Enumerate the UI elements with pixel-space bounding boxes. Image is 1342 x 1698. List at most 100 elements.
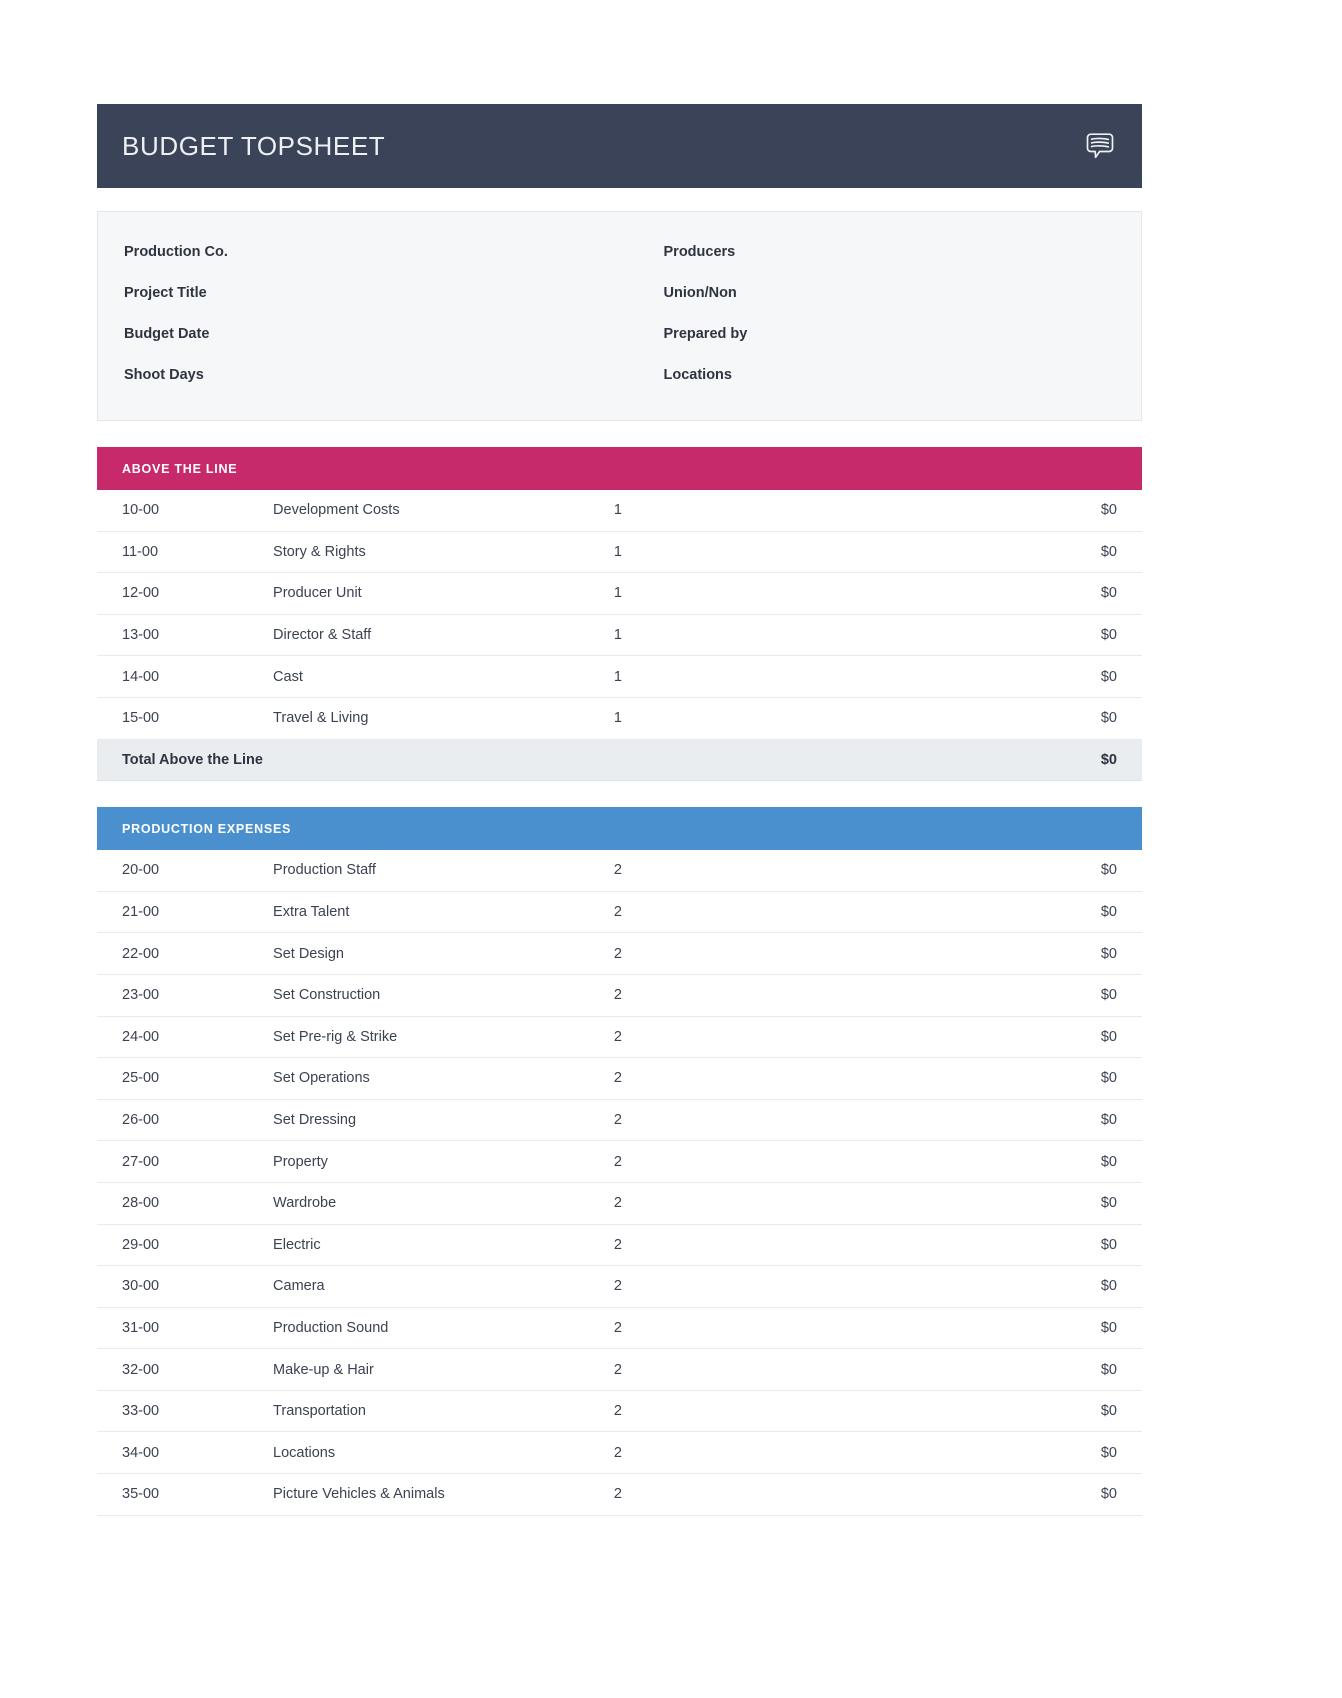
info-label-budget-date: Budget Date bbox=[124, 326, 210, 342]
table-row[interactable]: 26-00 Set Dressing 2 $0 bbox=[97, 1100, 1142, 1142]
row-description: Make-up & Hair bbox=[273, 1361, 374, 1378]
total-row-above-the-line: Total Above the Line $0 bbox=[97, 739, 1142, 782]
row-quantity: 2 bbox=[613, 1444, 622, 1461]
row-amount: $0 bbox=[1100, 1112, 1117, 1129]
row-code: 33-00 bbox=[122, 1403, 160, 1420]
table-row[interactable]: 23-00 Set Construction 2 $0 bbox=[97, 975, 1142, 1017]
section-band-label: PRODUCTION EXPENSES bbox=[122, 821, 292, 836]
row-amount: $0 bbox=[1100, 1236, 1117, 1253]
row-description: Picture Vehicles & Animals bbox=[273, 1486, 445, 1503]
row-description: Cast bbox=[273, 668, 303, 685]
table-row[interactable]: 30-00 Camera 2 $0 bbox=[97, 1266, 1142, 1308]
row-code: 12-00 bbox=[122, 585, 160, 602]
row-quantity: 2 bbox=[613, 1486, 622, 1503]
row-description: Set Pre-rig & Strike bbox=[273, 1028, 398, 1045]
row-amount: $0 bbox=[1100, 543, 1117, 560]
row-code: 25-00 bbox=[122, 1070, 160, 1087]
row-code: 30-00 bbox=[122, 1278, 160, 1295]
table-row[interactable]: 13-00 Director & Staff 1 $0 bbox=[97, 615, 1142, 657]
row-quantity: 1 bbox=[613, 627, 622, 644]
row-code: 32-00 bbox=[122, 1361, 160, 1378]
row-quantity: 2 bbox=[613, 862, 622, 879]
row-amount: $0 bbox=[1100, 987, 1117, 1004]
table-row[interactable]: 14-00 Cast 1 $0 bbox=[97, 656, 1142, 698]
row-quantity: 2 bbox=[613, 1236, 622, 1253]
table-row[interactable]: 10-00 Development Costs 1 $0 bbox=[97, 490, 1142, 532]
row-description: Transportation bbox=[273, 1403, 367, 1420]
table-row[interactable]: 24-00 Set Pre-rig & Strike 2 $0 bbox=[97, 1017, 1142, 1059]
table-row[interactable]: 35-00 Picture Vehicles & Animals 2 $0 bbox=[97, 1474, 1142, 1516]
row-quantity: 1 bbox=[613, 668, 622, 685]
row-code: 13-00 bbox=[122, 627, 160, 644]
table-row[interactable]: 12-00 Producer Unit 1 $0 bbox=[97, 573, 1142, 615]
info-label-locations: Locations bbox=[663, 367, 732, 383]
row-description: Set Construction bbox=[273, 987, 381, 1004]
row-code: 20-00 bbox=[122, 862, 160, 879]
table-row[interactable]: 29-00 Electric 2 $0 bbox=[97, 1225, 1142, 1267]
row-quantity: 1 bbox=[613, 585, 622, 602]
row-quantity: 2 bbox=[613, 1361, 622, 1378]
row-code: 10-00 bbox=[122, 502, 160, 519]
table-row[interactable]: 31-00 Production Sound 2 $0 bbox=[97, 1308, 1142, 1350]
info-label-producers: Producers bbox=[663, 244, 736, 260]
row-amount: $0 bbox=[1100, 862, 1117, 879]
section-band-above-the-line: ABOVE THE LINE bbox=[97, 447, 1142, 490]
row-amount: $0 bbox=[1100, 1070, 1117, 1087]
row-quantity: 2 bbox=[613, 1319, 622, 1336]
table-row[interactable]: 25-00 Set Operations 2 $0 bbox=[97, 1058, 1142, 1100]
row-quantity: 2 bbox=[613, 1028, 622, 1045]
info-label-union-non: Union/Non bbox=[663, 285, 737, 301]
table-row[interactable]: 21-00 Extra Talent 2 $0 bbox=[97, 892, 1142, 934]
table-above-the-line: 10-00 Development Costs 1 $0 11-00 Story… bbox=[97, 490, 1142, 740]
table-row[interactable]: 27-00 Property 2 $0 bbox=[97, 1141, 1142, 1183]
row-amount: $0 bbox=[1100, 1153, 1117, 1170]
row-description: Electric bbox=[273, 1236, 321, 1253]
table-row[interactable]: 32-00 Make-up & Hair 2 $0 bbox=[97, 1349, 1142, 1391]
info-column-right: Producers Union/Non Prepared by Location… bbox=[620, 232, 1142, 396]
row-code: 26-00 bbox=[122, 1112, 160, 1129]
comment-bubble-icon[interactable] bbox=[1083, 129, 1117, 163]
row-code: 23-00 bbox=[122, 987, 160, 1004]
row-description: Camera bbox=[273, 1278, 325, 1295]
row-quantity: 2 bbox=[613, 1403, 622, 1420]
row-code: 29-00 bbox=[122, 1236, 160, 1253]
section-band-production-expenses: PRODUCTION EXPENSES bbox=[97, 807, 1142, 851]
row-code: 15-00 bbox=[122, 710, 160, 727]
info-column-left: Production Co. Project Title Budget Date… bbox=[98, 232, 620, 396]
table-row[interactable]: 11-00 Story & Rights 1 $0 bbox=[97, 532, 1142, 574]
table-row[interactable]: 20-00 Production Staff 2 $0 bbox=[97, 850, 1142, 892]
row-amount: $0 bbox=[1100, 1403, 1117, 1420]
section-band-label: ABOVE THE LINE bbox=[122, 461, 238, 476]
row-description: Director & Staff bbox=[273, 627, 372, 644]
table-row[interactable]: 15-00 Travel & Living 1 $0 bbox=[97, 698, 1142, 740]
row-amount: $0 bbox=[1100, 1444, 1117, 1461]
row-amount: $0 bbox=[1100, 1278, 1117, 1295]
section-above-the-line: ABOVE THE LINE 10-00 Development Costs 1… bbox=[97, 447, 1142, 782]
row-code: 21-00 bbox=[122, 904, 160, 921]
row-amount: $0 bbox=[1100, 627, 1117, 644]
row-code: 31-00 bbox=[122, 1319, 160, 1336]
row-amount: $0 bbox=[1100, 1195, 1117, 1212]
row-description: Story & Rights bbox=[273, 543, 366, 560]
total-amount: $0 bbox=[1100, 751, 1117, 768]
table-row[interactable]: 33-00 Transportation 2 $0 bbox=[97, 1391, 1142, 1433]
row-description: Set Operations bbox=[273, 1070, 370, 1087]
row-quantity: 2 bbox=[613, 1112, 622, 1129]
table-row[interactable]: 22-00 Set Design 2 $0 bbox=[97, 933, 1142, 975]
table-row[interactable]: 28-00 Wardrobe 2 $0 bbox=[97, 1183, 1142, 1225]
row-description: Locations bbox=[273, 1444, 336, 1461]
table-row[interactable]: 34-00 Locations 2 $0 bbox=[97, 1432, 1142, 1475]
row-code: 35-00 bbox=[122, 1486, 160, 1503]
row-quantity: 1 bbox=[613, 543, 622, 560]
row-code: 27-00 bbox=[122, 1153, 160, 1170]
row-amount: $0 bbox=[1100, 585, 1117, 602]
row-description: Production Staff bbox=[273, 862, 376, 879]
row-quantity: 2 bbox=[613, 1278, 622, 1295]
row-amount: $0 bbox=[1100, 1319, 1117, 1336]
topsheet-container: BUDGET TOPSHEET Production Co. Project T… bbox=[97, 104, 1142, 1516]
row-description: Wardrobe bbox=[273, 1195, 337, 1212]
row-quantity: 2 bbox=[613, 945, 622, 962]
row-quantity: 2 bbox=[613, 987, 622, 1004]
row-description: Set Design bbox=[273, 945, 344, 962]
